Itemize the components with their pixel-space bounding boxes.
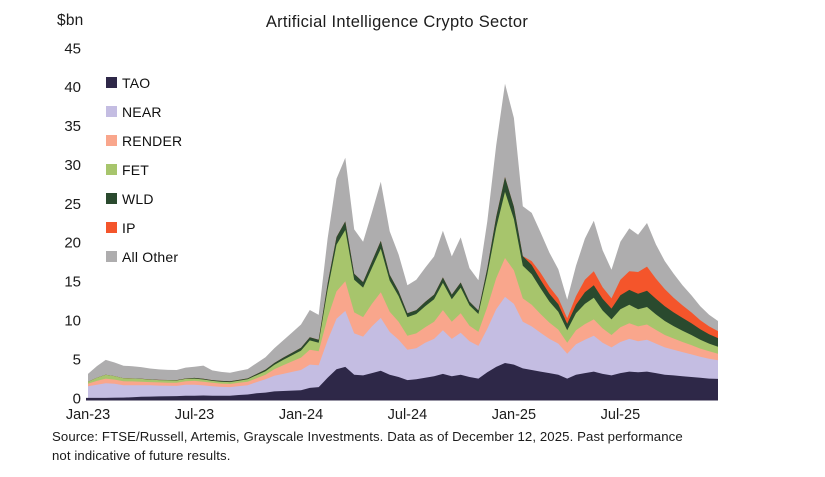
- x-tick-label: Jan-23: [66, 407, 110, 423]
- x-tick-label: Jan-25: [492, 407, 536, 423]
- y-tick-label: 20: [64, 235, 81, 252]
- legend-label: RENDER: [122, 132, 183, 149]
- x-tick-label: Jul-25: [601, 407, 641, 423]
- y-tick-label: 0: [73, 390, 81, 407]
- y-axis-unit-label: $bn: [57, 12, 84, 29]
- area-near: [88, 296, 718, 398]
- y-tick-label: 25: [64, 196, 81, 213]
- x-tick-label: Jul-23: [175, 407, 215, 423]
- source-note-line1: Source: FTSE/Russell, Artemis, Grayscale…: [52, 429, 683, 444]
- legend-swatch-icon: [106, 251, 117, 262]
- legend-swatch-icon: [106, 77, 117, 88]
- legend-swatch-icon: [106, 135, 117, 146]
- source-note-line2: not indicative of future results.: [52, 447, 231, 463]
- legend-item-render: RENDER: [106, 126, 182, 155]
- y-tick-label: 5: [73, 351, 81, 368]
- y-tick-label: 45: [64, 40, 81, 57]
- legend-swatch-icon: [106, 193, 117, 204]
- y-tick-label: 10: [64, 313, 81, 330]
- legend-swatch-icon: [106, 106, 117, 117]
- legend-label: NEAR: [122, 103, 162, 120]
- legend-item-all-other: All Other: [106, 242, 182, 271]
- legend: TAO NEAR RENDER FET WLD IP All Other: [106, 68, 182, 271]
- legend-item-fet: FET: [106, 155, 182, 184]
- y-tick-label: 40: [64, 79, 81, 96]
- legend-label: WLD: [122, 190, 154, 207]
- legend-item-tao: TAO: [106, 68, 182, 97]
- y-tick-label: 30: [64, 157, 81, 174]
- legend-swatch-icon: [106, 222, 117, 233]
- legend-swatch-icon: [106, 164, 117, 175]
- legend-item-near: NEAR: [106, 97, 182, 126]
- area-tao: [88, 363, 718, 398]
- legend-item-ip: IP: [106, 213, 182, 242]
- y-tick-label: 35: [64, 118, 81, 135]
- y-tick-label: 15: [64, 274, 81, 291]
- x-tick-label: Jan-24: [279, 407, 323, 423]
- legend-label: IP: [122, 219, 136, 236]
- legend-label: FET: [122, 161, 150, 178]
- legend-label: TAO: [122, 74, 151, 91]
- chart-title: Artificial Intelligence Crypto Sector: [265, 13, 529, 31]
- legend-item-wld: WLD: [106, 184, 182, 213]
- source-note: Source: FTSE/Russell, Artemis, Grayscale…: [52, 428, 792, 465]
- legend-label: All Other: [122, 248, 179, 265]
- x-tick-label: Jul-24: [388, 407, 428, 423]
